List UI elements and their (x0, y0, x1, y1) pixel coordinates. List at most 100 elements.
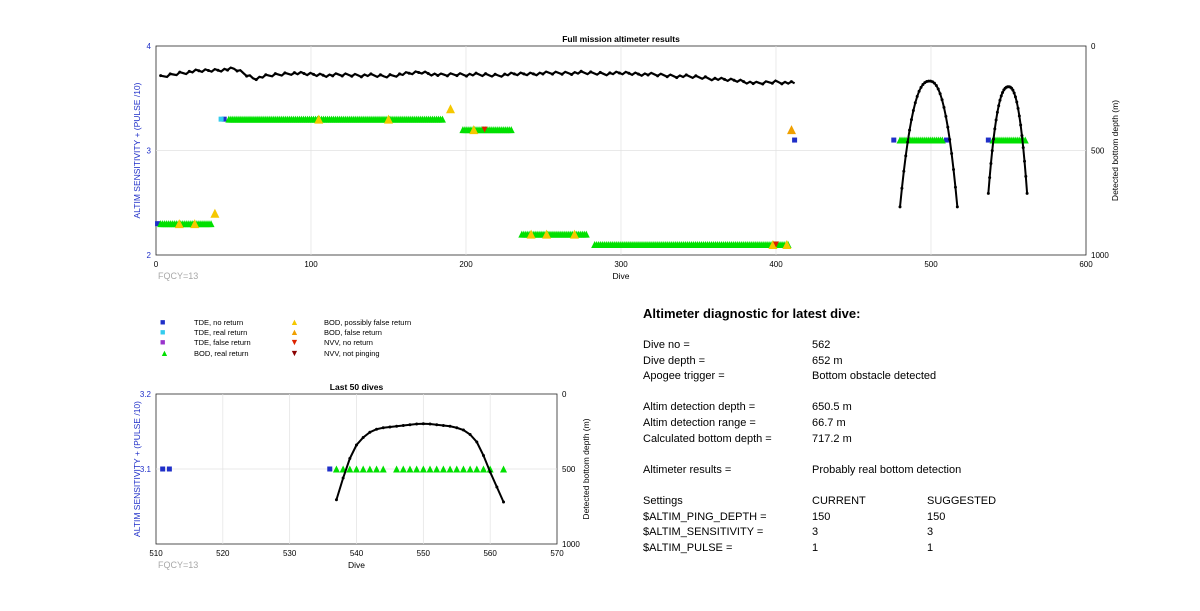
mission-bod-possibly-false-return-marker (570, 229, 579, 239)
last50-chart-fqcy-label: FQCY=13 (158, 560, 198, 570)
legend-symbol: ▲ (160, 348, 169, 358)
mission-depth-point (522, 72, 526, 76)
mission-depth-profile-a-point (952, 167, 956, 171)
ping-depth-suggested: 150 (927, 510, 946, 523)
mission-depth-point (550, 72, 554, 76)
mission-chart-y2-tick-label: 1000 (1091, 251, 1109, 260)
apogee-value: Bottom obstacle detected (812, 370, 937, 383)
mission-depth-point (426, 72, 430, 76)
mission-depth-point (723, 77, 727, 81)
mission-bod-possibly-false-return-marker (469, 125, 479, 135)
mission-depth-point (675, 76, 679, 80)
sensitivity-suggested: 3 (927, 526, 934, 539)
mission-depth-point (216, 68, 220, 72)
mission-depth-profile-a-point (917, 89, 921, 93)
last50-chart-y-tick-label: 3.2 (140, 390, 152, 399)
mission-depth-profile-b-point (1011, 88, 1015, 92)
mission-depth-point (742, 80, 746, 84)
mission-chart-y2-label: Detected bottom depth (m) (1110, 100, 1120, 201)
pulse-current: 1 (812, 541, 819, 554)
legend-label: NVV, not pinging (324, 349, 380, 358)
mission-depth-point (598, 70, 602, 74)
last50-chart-y2-label: Detected bottom depth (m) (581, 418, 591, 519)
mission-chart-x-tick-label: 200 (459, 260, 473, 269)
diagnostic-title: Altimeter diagnostic for latest dive: (643, 306, 861, 321)
mission-depth-point (369, 72, 373, 76)
last50-bod-real-return-marker (433, 465, 441, 473)
dive-depth-label: Dive depth = (643, 354, 706, 367)
mission-depth-point (474, 71, 478, 75)
mission-depth-point (761, 82, 765, 86)
mission-depth-point (751, 82, 755, 86)
last50-chart-x-label: Dive (348, 560, 365, 570)
mission-depth-point (388, 73, 392, 77)
mission-depth-point (637, 72, 641, 76)
mission-tde-no-return-marker (792, 137, 798, 143)
legend-label: TDE, no return (194, 318, 244, 327)
last50-bod-real-return-marker (446, 465, 454, 473)
mission-depth-profile-a-point (908, 128, 912, 132)
last50-depth-point (355, 443, 358, 447)
mission-depth-point (608, 71, 612, 75)
mission-depth-point (340, 74, 344, 78)
mission-depth-profile-b-point (989, 161, 993, 165)
last50-bod-real-return-marker (366, 465, 374, 473)
mission-depth-point (617, 71, 621, 75)
mission-depth-profile-b-point (986, 191, 990, 195)
last50-depth-point (408, 423, 412, 427)
ping-depth-label: $ALTIM_PING_DEPTH = (643, 510, 767, 523)
last50-depth-point (395, 424, 399, 428)
detection-depth-label: Altim detection depth = (643, 401, 756, 414)
last50-depth-point (502, 500, 506, 504)
mission-depth-profile-a-point (919, 85, 923, 89)
mission-depth-point (245, 74, 249, 78)
mission-depth-profile-a-point (938, 92, 942, 96)
mission-depth-point (560, 72, 564, 76)
last50-depth-point (334, 498, 338, 502)
mission-depth-profile-b-point (995, 110, 999, 114)
mission-bod-real-return-marker (938, 136, 946, 144)
last50-chart-x-tick-label: 540 (350, 549, 364, 558)
mission-depth-point (197, 69, 201, 73)
mission-chart-y-tick-label: 4 (147, 42, 152, 51)
legend-symbol: ▲ (290, 317, 299, 327)
mission-depth-profile-a-point (921, 82, 925, 86)
last50-chart-y2-tick-label: 1000 (562, 540, 580, 549)
mission-depth-profile-b-point (998, 98, 1002, 102)
mission-bod-possibly-false-return-marker (210, 208, 220, 218)
mission-depth-point (512, 72, 516, 76)
legend-symbol: ■ (160, 317, 166, 327)
legend-label: BOD, real return (194, 349, 249, 358)
mission-depth-point (579, 69, 583, 73)
last50-depth-point (495, 485, 499, 489)
mission-depth-profile-b-point (988, 176, 992, 180)
last50-bod-real-return-marker (406, 465, 414, 473)
mission-depth-point (417, 70, 421, 74)
legend-label: NVV, no return (324, 338, 373, 347)
mission-depth-point (703, 75, 707, 79)
mission-depth-point (570, 72, 574, 76)
mission-depth-point (789, 80, 793, 84)
mission-depth-point (206, 68, 210, 72)
last50-chart-x-tick-label: 530 (283, 549, 297, 558)
mission-chart-x-tick-label: 600 (1079, 260, 1093, 269)
last50-depth-point (341, 476, 345, 480)
mission-depth-point (398, 72, 402, 76)
mission-depth-point (503, 72, 507, 76)
mission-bod-possibly-false-return-marker (174, 219, 184, 229)
last50-depth-point (481, 454, 485, 457)
pulse-suggested: 1 (927, 541, 934, 554)
mission-depth-point (187, 69, 191, 73)
mission-depth-profile-b-point (1024, 174, 1028, 178)
mission-chart-y-tick-label: 2 (147, 251, 152, 260)
calc-depth-value: 717.2 m (812, 432, 852, 445)
mission-depth-profile-a-point (906, 140, 910, 144)
last50-bod-real-return-marker (439, 465, 447, 473)
last50-bod-real-return-marker (379, 465, 387, 473)
legend-symbol: ■ (160, 327, 166, 337)
mission-chart-x-tick-label: 100 (304, 260, 318, 269)
mission-depth-profile-b-point (1025, 191, 1029, 195)
dive-no-value: 562 (812, 339, 831, 351)
last50-depth-point (428, 422, 432, 426)
mission-depth-point (378, 73, 382, 77)
